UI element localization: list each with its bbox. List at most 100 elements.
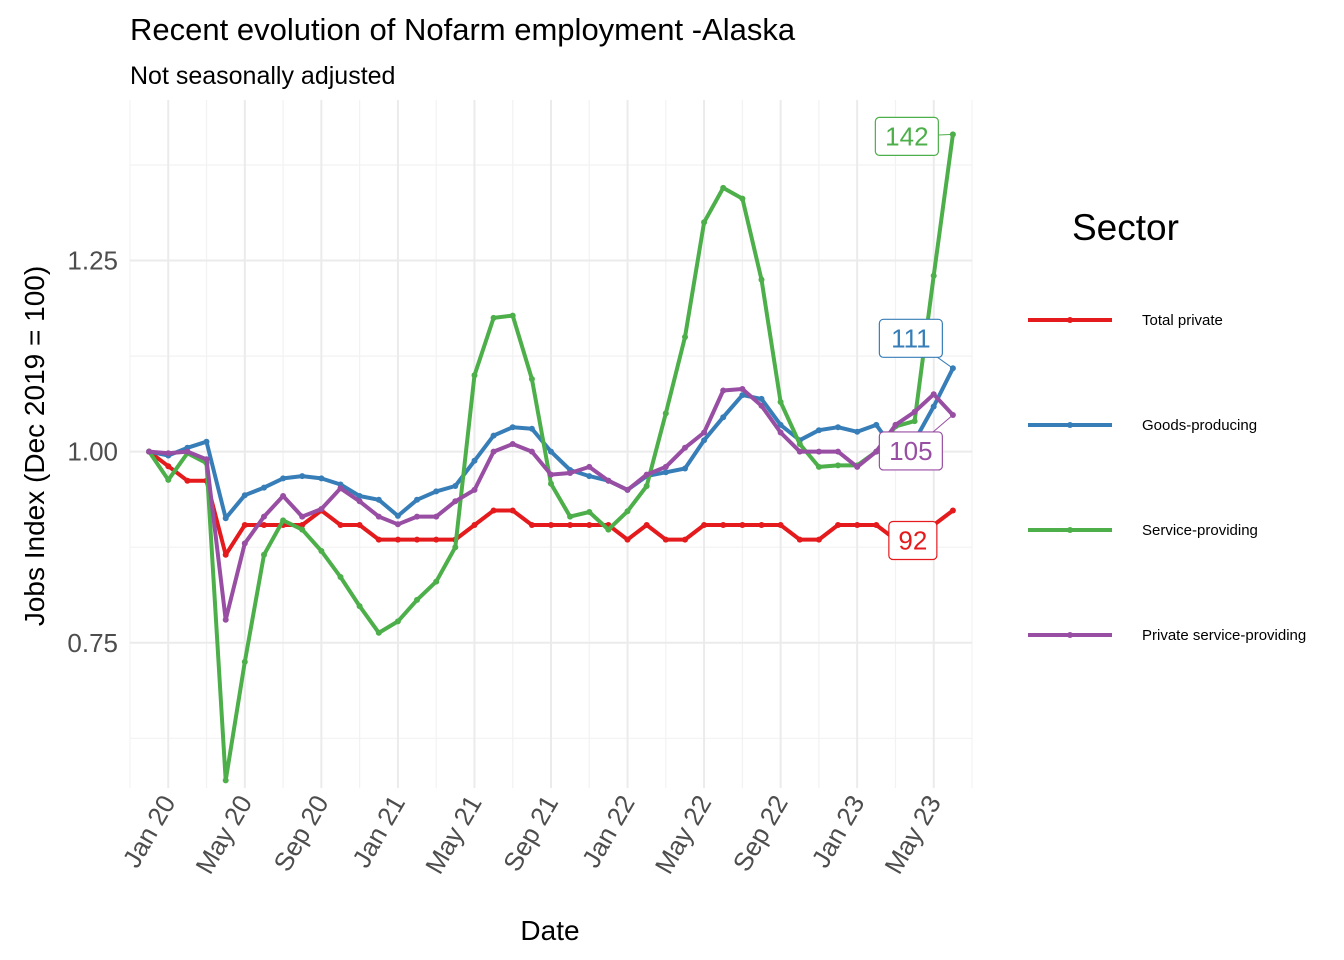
data-point: [739, 386, 746, 392]
data-point: [165, 450, 172, 457]
data-point: [643, 471, 650, 478]
data-point: [758, 395, 765, 402]
data-point: [261, 551, 267, 558]
data-point: [299, 513, 306, 520]
data-point: [758, 522, 765, 528]
data-point: [873, 522, 880, 528]
end-label-box: [878, 431, 943, 471]
end-label-text: 142: [885, 121, 928, 151]
data-point: [222, 616, 229, 623]
data-point: [394, 512, 401, 519]
x-tick-label: Jan 22: [576, 790, 641, 873]
legend-label: Goods-producing: [1142, 417, 1257, 434]
data-point: [605, 526, 612, 533]
legend-swatch-point: [1067, 527, 1073, 533]
y-axis-title: Jobs Index (Dec 2019 = 100): [19, 266, 50, 626]
data-point: [490, 448, 497, 455]
data-point: [528, 448, 535, 455]
data-point: [949, 365, 956, 372]
grid-lines: [129, 100, 973, 788]
data-point: [203, 438, 210, 445]
data-point: [280, 475, 287, 482]
data-point: [777, 399, 784, 405]
legend: Sector Total private Goods-producing Servi…: [1028, 207, 1306, 644]
data-point: [739, 392, 746, 399]
data-point: [394, 618, 401, 625]
data-point: [873, 448, 880, 455]
data-point: [758, 402, 765, 409]
data-point: [911, 418, 918, 425]
data-point: [222, 515, 229, 522]
data-point: [509, 441, 516, 447]
data-point: [509, 424, 516, 431]
data-point: [815, 536, 822, 543]
chart-title: Recent evolution of Nofarm employment -A…: [130, 12, 796, 47]
data-point: [624, 508, 631, 515]
data-point: [796, 536, 803, 543]
data-point: [375, 536, 382, 543]
series-lines: [146, 131, 956, 784]
data-point: [682, 444, 688, 451]
data-point: [835, 424, 841, 431]
end-labels: 92 111 142 105: [874, 116, 954, 561]
chart-subtitle: Not seasonally adjusted: [130, 62, 395, 90]
data-point: [701, 429, 708, 436]
data-point: [356, 493, 363, 499]
data-point: [586, 522, 593, 528]
x-tick-label: May 23: [878, 790, 947, 879]
data-point: [796, 448, 803, 455]
legend-item-private-service-providing: Private service-providing: [1028, 627, 1306, 644]
data-point: [280, 493, 287, 499]
data-point: [433, 488, 440, 495]
legend-items: Total private Goods-producing Service-prov…: [1028, 312, 1306, 644]
data-point: [548, 471, 554, 478]
data-point: [356, 498, 363, 505]
data-point: [471, 372, 478, 379]
data-point: [261, 522, 267, 528]
data-point: [490, 432, 497, 439]
data-point: [720, 522, 727, 528]
data-point: [930, 272, 937, 279]
end-label-goods-producing: 111: [878, 318, 954, 369]
data-point: [701, 219, 708, 226]
data-point: [758, 276, 765, 283]
x-tick-label: May 21: [419, 790, 488, 879]
data-point: [720, 184, 727, 191]
data-point: [739, 195, 746, 202]
data-point: [777, 522, 784, 528]
data-point: [682, 536, 688, 543]
y-tick-label: 1.00: [67, 437, 118, 467]
data-point: [261, 513, 267, 520]
data-point: [490, 314, 497, 321]
data-point: [911, 408, 918, 415]
end-label-box: [878, 318, 943, 358]
data-point: [796, 441, 803, 447]
data-point: [930, 391, 937, 398]
data-point: [414, 496, 420, 503]
data-point: [930, 403, 937, 410]
data-point: [892, 421, 899, 428]
end-label-text: 92: [898, 526, 927, 556]
data-point: [624, 486, 631, 493]
legend-item-service-providing: Service-providing: [1028, 522, 1258, 539]
data-point: [586, 509, 593, 515]
data-point: [337, 485, 344, 492]
data-point: [509, 312, 516, 319]
legend-item-goods-producing: Goods-producing: [1028, 417, 1257, 434]
data-point: [662, 410, 669, 417]
legend-item-total-private: Total private: [1028, 312, 1223, 329]
data-point: [241, 658, 248, 665]
data-point: [739, 522, 746, 528]
data-point: [261, 484, 267, 491]
x-tick-label: Sep 22: [727, 790, 794, 876]
x-tick-label: May 22: [649, 790, 718, 879]
legend-label: Service-providing: [1142, 522, 1258, 539]
data-point: [567, 470, 574, 476]
data-point: [280, 517, 287, 524]
end-label-box: [888, 520, 938, 561]
data-point: [241, 522, 248, 528]
end-label-service-providing: 142: [874, 116, 953, 157]
data-point: [777, 429, 784, 436]
